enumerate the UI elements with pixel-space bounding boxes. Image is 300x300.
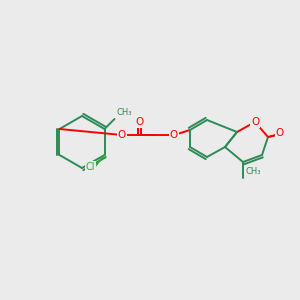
Text: O: O (276, 128, 284, 138)
Text: O: O (135, 117, 143, 127)
Text: CH₃: CH₃ (116, 108, 132, 117)
Text: Cl: Cl (86, 162, 95, 172)
Text: O: O (251, 117, 259, 127)
Text: CH₃: CH₃ (245, 167, 260, 176)
Text: O: O (118, 130, 126, 140)
Text: O: O (170, 130, 178, 140)
